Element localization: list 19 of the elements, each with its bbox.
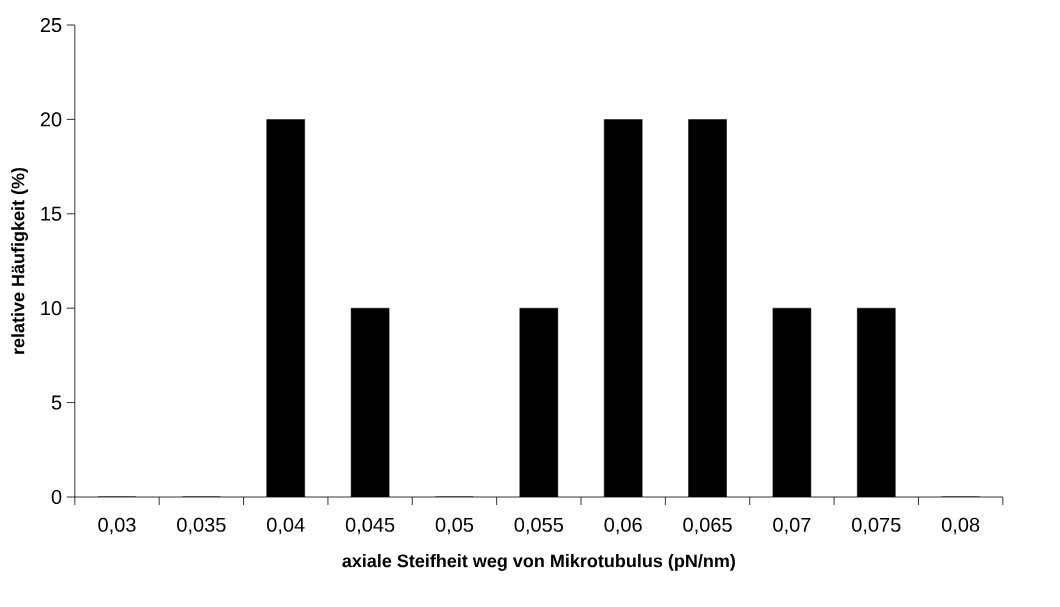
- y-tick-label: 15: [41, 206, 62, 221]
- x-tick-label: 0,08: [941, 517, 980, 535]
- y-axis-title: relative Häufigkeit (%): [11, 167, 29, 354]
- x-tick-label: 0,04: [267, 517, 305, 535]
- x-tick-label: 0,06: [604, 517, 642, 535]
- x-tick-label: 0,065: [683, 517, 732, 535]
- x-tick-label: 0,07: [773, 517, 811, 535]
- y-tick-label: 5: [51, 395, 62, 410]
- x-axis-title: axiale Steifheit weg von Mikrotubulus (pN/nm): [342, 554, 735, 571]
- y-tick-label: 20: [40, 112, 62, 127]
- x-tick-label: 0,035: [177, 517, 226, 535]
- x-tick-label: 0,055: [514, 517, 564, 535]
- x-tick-label: 0,05: [435, 517, 474, 535]
- x-tick-label: 0,075: [852, 517, 901, 535]
- x-tick-label: 0,045: [345, 517, 395, 535]
- y-tick-label: 10: [41, 301, 62, 316]
- y-tick-label: 0: [51, 489, 62, 505]
- x-tick-label: 0,03: [98, 517, 136, 535]
- y-tick-label: 25: [40, 17, 62, 33]
